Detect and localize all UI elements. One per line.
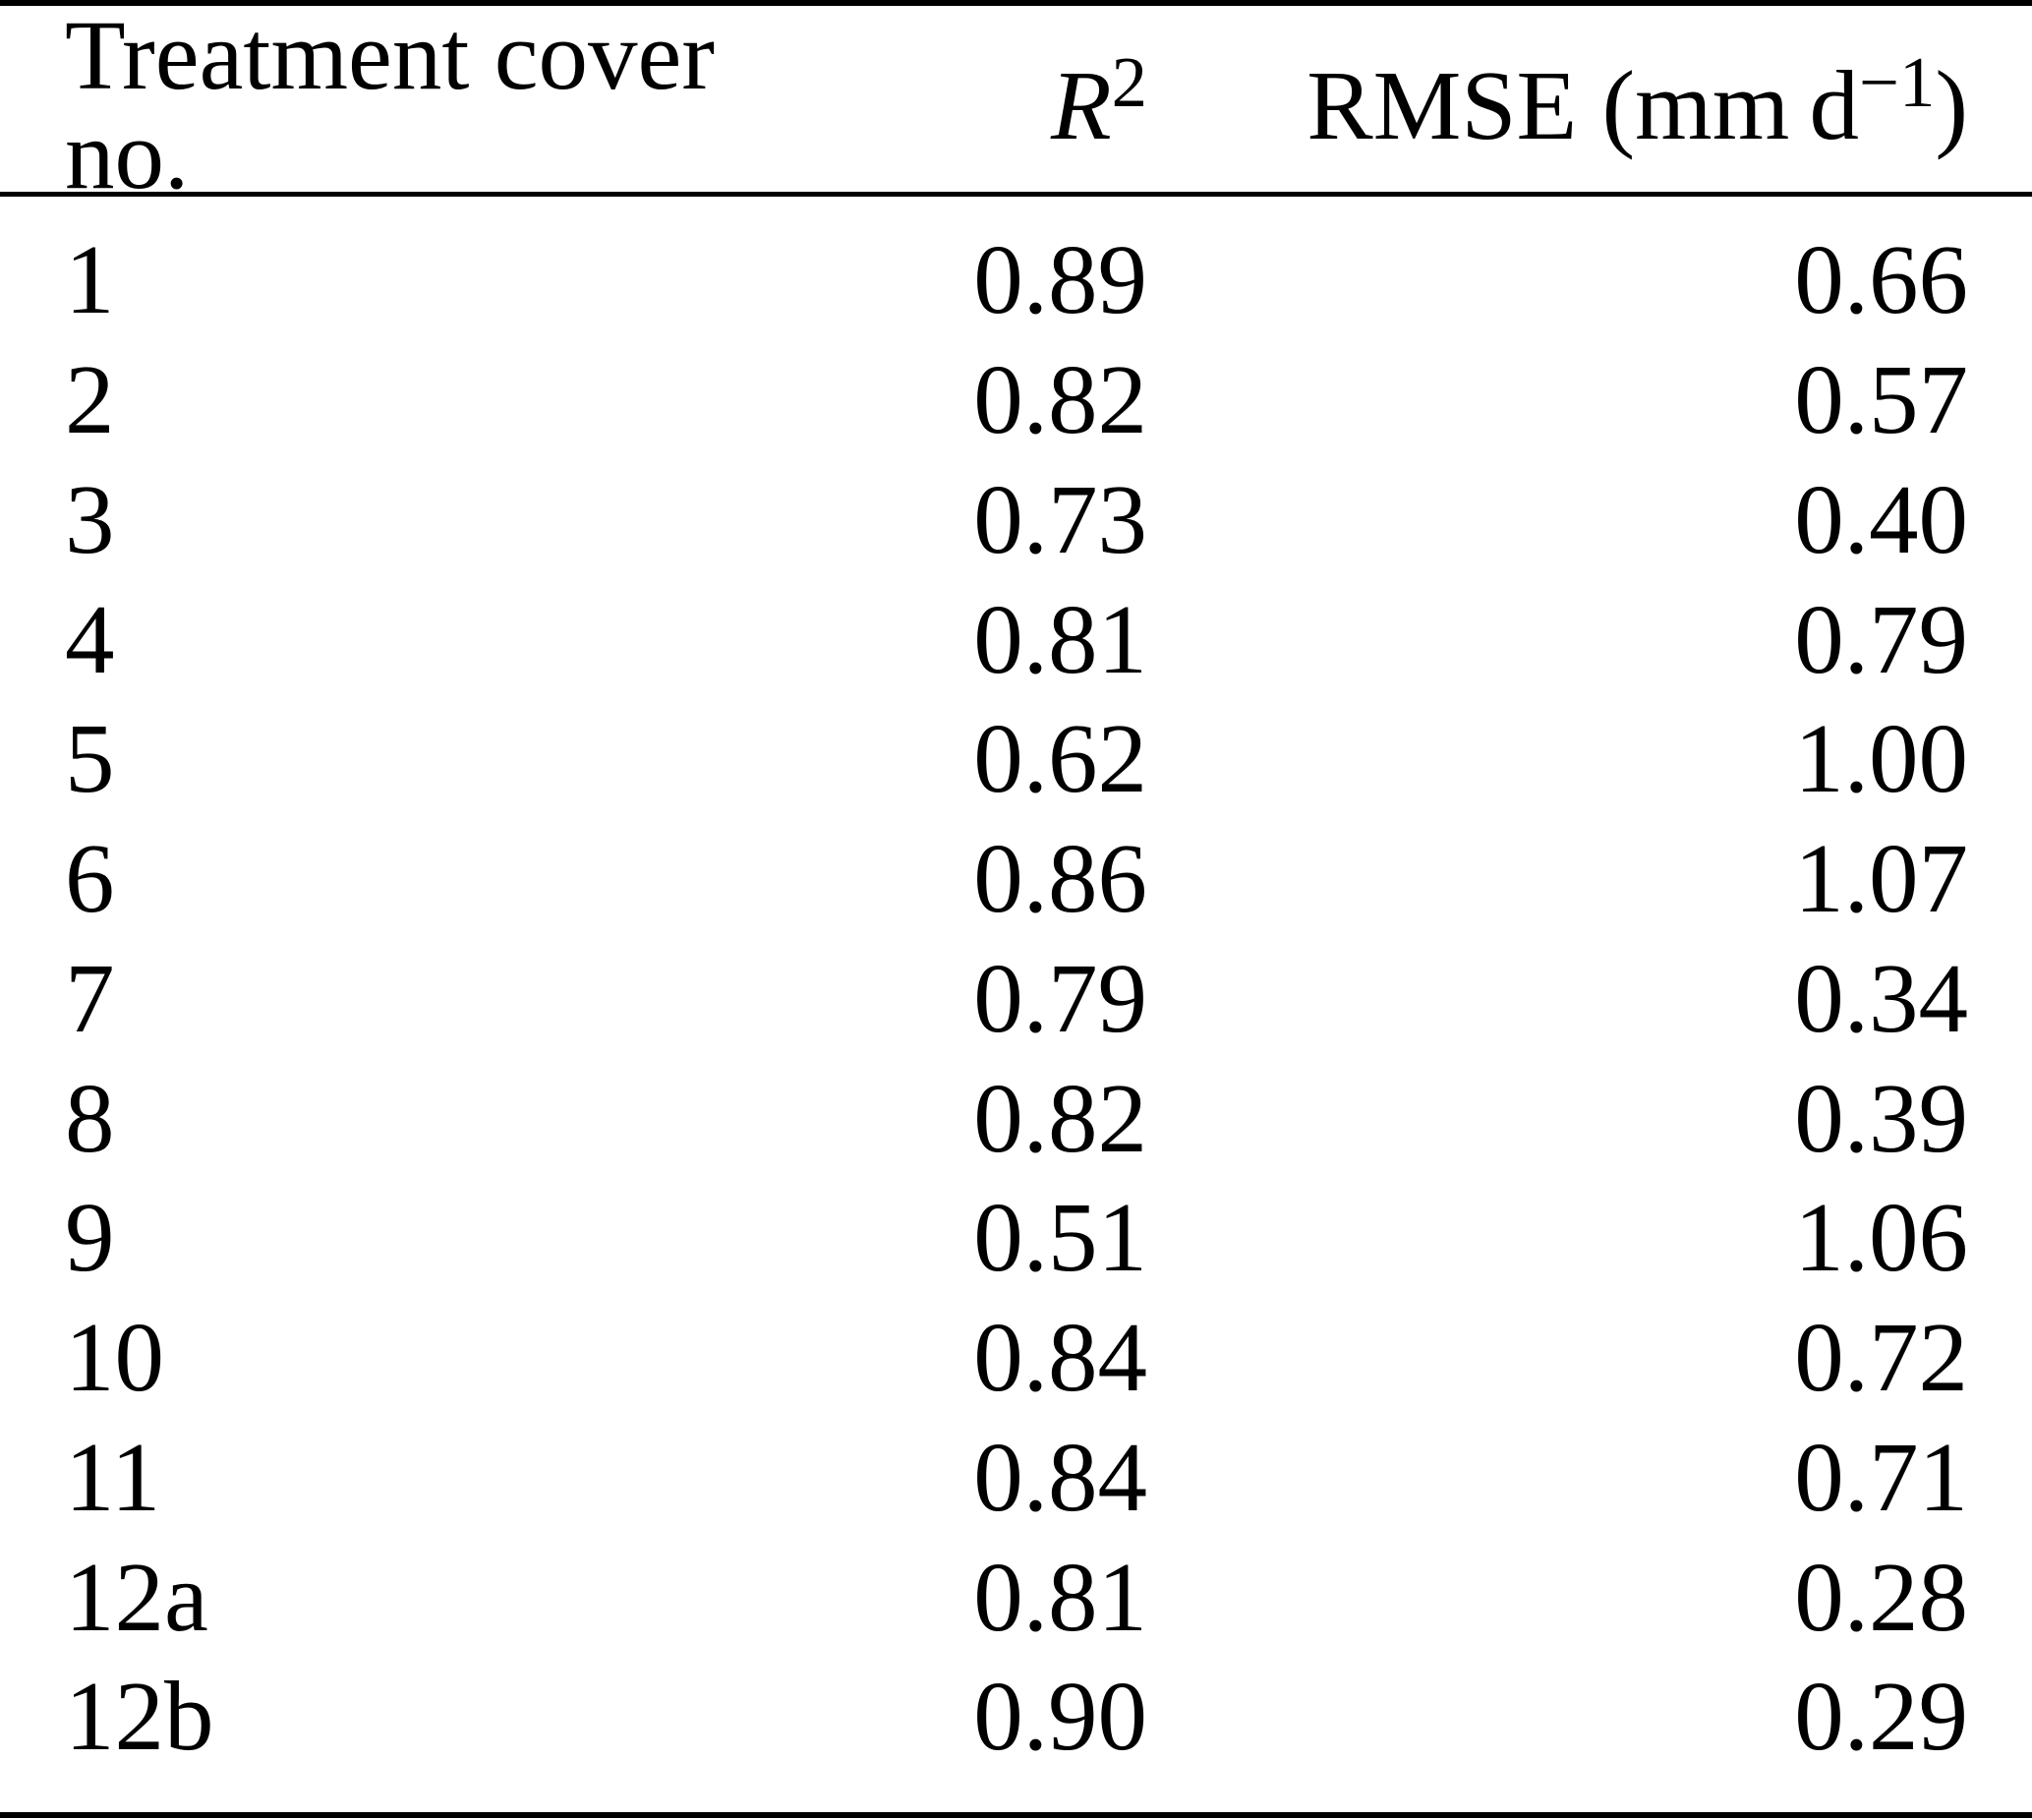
treatment-no-cell: 2: [65, 344, 115, 455]
r2-cell: 0.82: [973, 1062, 1147, 1173]
treatment-no-cell: 9: [65, 1182, 115, 1293]
rmse-cell: 0.40: [1794, 463, 1968, 574]
r2-cell: 0.84: [973, 1302, 1147, 1413]
table-row: 10 0.84 0.72: [65, 1298, 1968, 1418]
table-row: 12a 0.81 0.28: [65, 1537, 1968, 1657]
table-row: 8 0.82 0.39: [65, 1058, 1968, 1178]
rmse-cell: 0.28: [1794, 1541, 1968, 1652]
r2-cell: 0.73: [973, 463, 1147, 574]
table-row: 7 0.79 0.34: [65, 939, 1968, 1059]
table-row: 5 0.62 1.00: [65, 699, 1968, 819]
header-r2-superscript: 2: [1111, 41, 1147, 122]
table-row: 11 0.84 0.71: [65, 1418, 1968, 1538]
rmse-cell: 0.79: [1794, 583, 1968, 694]
table-header-row: Treatment cover no. R2 RMSE (mm d−1): [0, 6, 2032, 205]
table-row: 1 0.89 0.66: [65, 220, 1968, 340]
header-treatment-label: Treatment cover no.: [65, 0, 715, 209]
table-body: 1 0.89 0.66 2 0.82 0.57 3 0.73 0.40 4 0.…: [0, 197, 2032, 1777]
r2-cell: 0.89: [973, 224, 1147, 335]
r2-cell: 0.51: [973, 1182, 1147, 1293]
table-row: 3 0.73 0.40: [65, 460, 1968, 580]
r2-cell: 0.86: [973, 823, 1147, 934]
rmse-cell: 0.72: [1794, 1302, 1968, 1413]
r2-cell: 0.90: [973, 1661, 1147, 1772]
rmse-cell: 0.66: [1794, 224, 1968, 335]
rmse-cell: 0.71: [1794, 1421, 1968, 1532]
rmse-cell: 1.06: [1794, 1182, 1968, 1293]
rmse-cell: 0.34: [1794, 942, 1968, 1053]
r2-cell: 0.81: [973, 583, 1147, 694]
rmse-cell: 0.57: [1794, 344, 1968, 455]
treatment-no-cell: 8: [65, 1062, 115, 1173]
r2-cell: 0.84: [973, 1421, 1147, 1532]
header-r2-base: R: [1050, 49, 1112, 160]
rmse-cell: 0.29: [1794, 1661, 1968, 1772]
treatment-no-cell: 12a: [65, 1541, 208, 1652]
treatment-no-cell: 10: [65, 1302, 164, 1413]
header-rmse: RMSE (mm d−1): [1147, 46, 1968, 155]
treatment-no-cell: 4: [65, 583, 115, 694]
table-row: 6 0.86 1.07: [65, 819, 1968, 939]
r2-cell: 0.79: [973, 942, 1147, 1053]
treatment-no-cell: 7: [65, 942, 115, 1053]
treatment-no-cell: 5: [65, 703, 115, 814]
table-top-rule: [0, 0, 2032, 6]
rmse-cell: 1.00: [1794, 703, 1968, 814]
rmse-cell: 0.39: [1794, 1062, 1968, 1173]
table-row: 2 0.82 0.57: [65, 340, 1968, 460]
r2-cell: 0.62: [973, 703, 1147, 814]
table-bottom-rule: [0, 1812, 2032, 1818]
table-row: 12b 0.90 0.29: [65, 1657, 1968, 1777]
table-header-rule: [0, 192, 2032, 197]
r2-cell: 0.81: [973, 1541, 1147, 1652]
treatment-no-cell: 6: [65, 823, 115, 934]
table-row: 4 0.81 0.79: [65, 579, 1968, 699]
header-treatment-cover-no: Treatment cover no.: [65, 6, 851, 205]
table-row: 9 0.51 1.06: [65, 1178, 1968, 1298]
treatment-no-cell: 1: [65, 224, 115, 335]
treatment-no-cell: 3: [65, 463, 115, 574]
rmse-cell: 1.07: [1794, 823, 1968, 934]
header-r2: R2: [851, 46, 1147, 155]
r2-cell: 0.82: [973, 344, 1147, 455]
header-rmse-prefix: RMSE (mm d: [1306, 49, 1859, 160]
treatment-no-cell: 12b: [65, 1661, 214, 1772]
header-rmse-suffix: ): [1935, 49, 1968, 160]
header-rmse-superscript: −1: [1858, 41, 1936, 122]
treatment-no-cell: 11: [65, 1421, 161, 1532]
